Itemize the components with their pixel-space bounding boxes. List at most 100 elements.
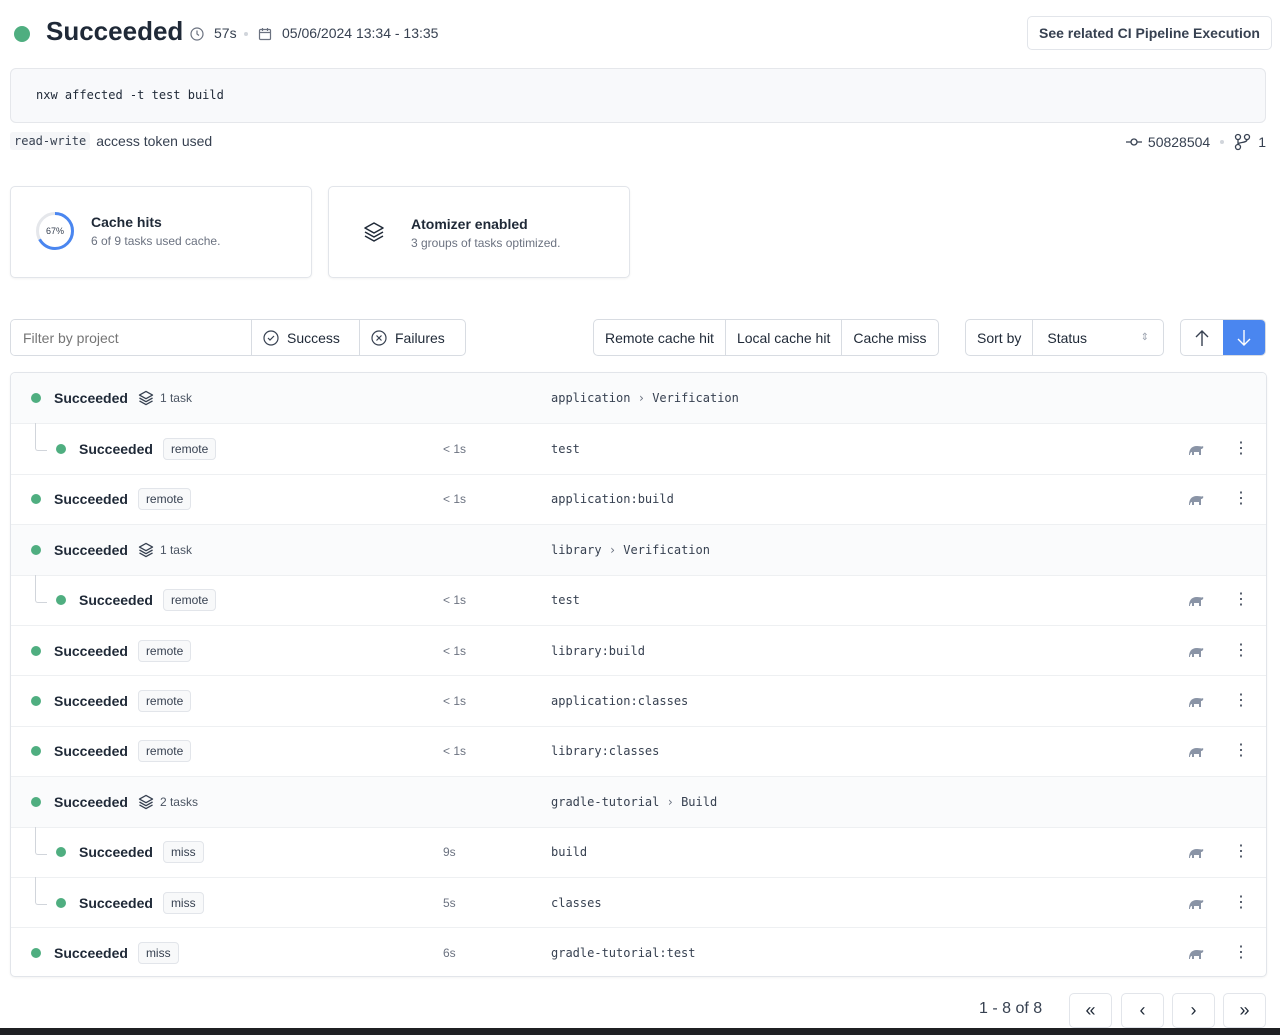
status-dot bbox=[14, 26, 30, 42]
task-target[interactable]: application:build bbox=[551, 492, 674, 507]
success-label: Success bbox=[287, 329, 340, 346]
clock-icon bbox=[190, 27, 204, 41]
status-label: Succeeded bbox=[79, 592, 153, 609]
more-menu-icon[interactable]: ⋮ bbox=[1233, 641, 1249, 659]
more-menu-icon[interactable]: ⋮ bbox=[1233, 893, 1249, 911]
commit-icon bbox=[1125, 138, 1142, 146]
chevron-right-icon: › bbox=[666, 794, 674, 809]
task-target[interactable]: test bbox=[551, 593, 580, 608]
cache-miss-filter[interactable]: Cache miss bbox=[841, 320, 937, 355]
cache-progress-ring: 67% bbox=[36, 212, 74, 250]
task-row[interactable]: Succeeded remote < 1s application:build ⋮ bbox=[11, 473, 1266, 524]
task-row[interactable]: Succeeded remote < 1s library:build ⋮ bbox=[11, 625, 1266, 675]
more-menu-icon[interactable]: ⋮ bbox=[1233, 742, 1249, 760]
task-target[interactable]: build bbox=[551, 845, 588, 860]
status-label: Succeeded bbox=[54, 541, 128, 558]
cache-badge: remote bbox=[137, 690, 192, 713]
filter-group: Success Failures bbox=[10, 319, 466, 356]
task-duration: < 1s bbox=[443, 442, 467, 457]
task-target[interactable]: test bbox=[551, 442, 580, 457]
cache-title: Cache hits bbox=[91, 214, 162, 230]
more-menu-icon[interactable]: ⋮ bbox=[1233, 591, 1249, 609]
gradle-icon bbox=[1189, 899, 1204, 909]
status-label: Succeeded bbox=[79, 441, 153, 458]
task-row[interactable]: Succeeded remote < 1s test ⋮ bbox=[11, 423, 1266, 473]
commit-sha[interactable]: 50828504 bbox=[1147, 134, 1211, 150]
status-dot bbox=[56, 595, 66, 606]
target-name: Verification bbox=[652, 391, 739, 406]
cache-filter-group: Remote cache hit Local cache hit Cache m… bbox=[593, 319, 939, 356]
task-target[interactable]: library:classes bbox=[551, 744, 660, 759]
task-row[interactable]: Succeeded miss 5s classes ⋮ bbox=[11, 877, 1266, 927]
status-label: Succeeded bbox=[54, 743, 128, 760]
status-label: Succeeded bbox=[54, 491, 128, 508]
layers-icon bbox=[138, 794, 154, 810]
see-ci-pipeline-button[interactable]: See related CI Pipeline Execution bbox=[1027, 16, 1272, 50]
status-dot bbox=[56, 444, 66, 455]
project-name: application bbox=[551, 391, 631, 406]
more-menu-icon[interactable]: ⋮ bbox=[1233, 490, 1249, 508]
more-menu-icon[interactable]: ⋮ bbox=[1233, 440, 1249, 458]
task-duration: < 1s bbox=[443, 643, 467, 658]
status-dot bbox=[31, 494, 41, 505]
task-duration: 6s bbox=[443, 946, 456, 961]
chevron-right-icon: › bbox=[608, 542, 617, 557]
layers-icon bbox=[138, 542, 154, 558]
branch-icon bbox=[1235, 133, 1251, 151]
task-table: Succeeded 1 task application › Verificatio… bbox=[10, 372, 1267, 977]
cache-percent: 67% bbox=[46, 226, 64, 236]
remote-cache-hit-filter[interactable]: Remote cache hit bbox=[605, 329, 714, 346]
cache-badge: remote bbox=[137, 488, 192, 511]
date-range: 05/06/2024 13:34 - 13:35 bbox=[282, 25, 439, 41]
previous-page-button[interactable]: ‹ bbox=[1121, 993, 1164, 1028]
task-row[interactable]: Succeeded miss 6s gradle-tutorial:test ⋮ bbox=[11, 927, 1266, 976]
token-text: access token used bbox=[96, 133, 213, 149]
task-target[interactable]: library:build bbox=[551, 643, 645, 658]
status-dot bbox=[31, 796, 41, 807]
more-menu-icon[interactable]: ⋮ bbox=[1233, 692, 1249, 710]
success-filter[interactable]: Success bbox=[251, 320, 359, 355]
status-label: Succeeded bbox=[54, 390, 128, 407]
duration: 57s bbox=[214, 25, 237, 41]
status-label: Succeeded bbox=[79, 894, 153, 911]
calendar-icon bbox=[258, 28, 272, 41]
task-target[interactable]: classes bbox=[551, 895, 602, 910]
task-count: 1 task bbox=[159, 391, 192, 406]
gradle-icon bbox=[1189, 647, 1204, 657]
filter-project-input[interactable] bbox=[11, 320, 251, 355]
task-row[interactable]: Succeeded remote < 1s library:classes ⋮ bbox=[11, 725, 1266, 776]
group-target[interactable]: application › Verification bbox=[551, 391, 739, 405]
task-target[interactable]: application:classes bbox=[551, 694, 689, 709]
more-menu-icon[interactable]: ⋮ bbox=[1233, 944, 1249, 962]
sort-descending-button[interactable] bbox=[1222, 320, 1265, 355]
chevron-right-icon: › bbox=[637, 391, 645, 406]
sort-ascending-button[interactable] bbox=[1181, 320, 1223, 355]
group-target[interactable]: library › Verification bbox=[551, 543, 710, 557]
sort-value: Status bbox=[1047, 329, 1088, 346]
x-circle-icon bbox=[371, 329, 387, 346]
branch-count: 1 bbox=[1258, 134, 1266, 150]
first-page-button[interactable]: « bbox=[1069, 993, 1112, 1028]
task-target[interactable]: gradle-tutorial:test bbox=[551, 946, 696, 961]
group-row[interactable]: Succeeded 2 tasks gradle-tutorial › Build bbox=[11, 776, 1266, 827]
task-row[interactable]: Succeeded remote < 1s application:classes ⋮ bbox=[11, 675, 1266, 725]
status-dot bbox=[31, 393, 41, 404]
task-row[interactable]: Succeeded remote < 1s test ⋮ bbox=[11, 574, 1266, 625]
group-row[interactable]: Succeeded 1 task library › Verification bbox=[11, 524, 1266, 575]
gradle-icon bbox=[1189, 597, 1204, 607]
task-duration: 9s bbox=[443, 845, 456, 860]
more-menu-icon[interactable]: ⋮ bbox=[1233, 843, 1249, 861]
next-page-button[interactable]: › bbox=[1172, 993, 1215, 1028]
cache-badge: remote bbox=[162, 589, 217, 612]
group-row[interactable]: Succeeded 1 task application › Verificatio… bbox=[11, 373, 1266, 424]
tree-connector bbox=[35, 877, 47, 905]
last-page-button[interactable]: » bbox=[1223, 993, 1266, 1028]
status-dot bbox=[31, 696, 41, 707]
local-cache-hit-filter[interactable]: Local cache hit bbox=[724, 320, 841, 355]
gradle-icon bbox=[1189, 446, 1204, 456]
gradle-icon bbox=[1189, 496, 1204, 506]
group-target[interactable]: gradle-tutorial › Build bbox=[551, 795, 717, 809]
failures-filter[interactable]: Failures bbox=[359, 320, 465, 355]
sort-select[interactable]: Status ⇕ bbox=[1032, 320, 1163, 355]
task-row[interactable]: Succeeded miss 9s build ⋮ bbox=[11, 826, 1266, 877]
